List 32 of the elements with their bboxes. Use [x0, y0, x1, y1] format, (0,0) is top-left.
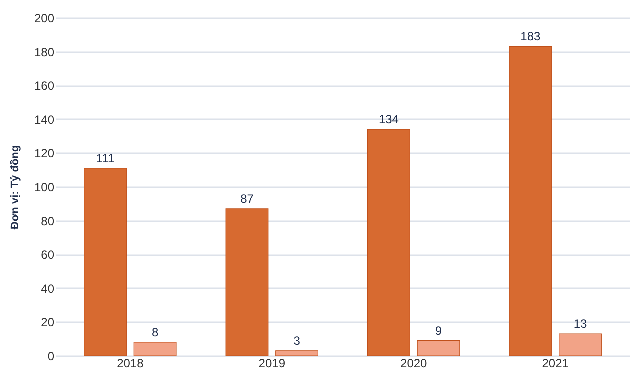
bar: [559, 334, 602, 356]
y-tick-label: 40: [41, 282, 55, 296]
y-axis-title: Đơn vị: Tỷ đồng: [9, 145, 22, 230]
bar: [276, 350, 318, 356]
y-tick-label: 180: [34, 45, 55, 60]
x-tick-label: 2019: [258, 356, 286, 370]
y-tick-label: 120: [34, 146, 55, 161]
y-tick-label: 20: [41, 316, 55, 330]
y-tick-label: 160: [34, 79, 55, 94]
y-tick-label: 140: [34, 112, 55, 127]
y-tick-label: 60: [41, 248, 55, 262]
bar: [84, 168, 127, 356]
data-label: 111: [96, 151, 115, 166]
bar: [417, 340, 460, 356]
data-label: 3: [294, 334, 301, 348]
y-tick-label: 200: [34, 12, 55, 26]
x-tick-label: 2018: [117, 356, 144, 370]
bar: [134, 342, 177, 356]
bar: [509, 46, 552, 356]
data-label: 9: [435, 324, 442, 338]
y-tick-label: 100: [34, 180, 55, 194]
y-tick-label: 0: [48, 350, 55, 364]
bar: [368, 129, 410, 356]
data-label: 183: [520, 30, 542, 44]
x-tick-label: 2020: [400, 356, 428, 370]
y-tick-label: 80: [41, 214, 55, 228]
data-label: 13: [574, 317, 588, 332]
data-label: 8: [152, 325, 159, 340]
data-label: 134: [378, 112, 400, 127]
x-tick-label: 2021: [542, 356, 570, 370]
bar: [226, 208, 269, 356]
data-label: 87: [240, 192, 254, 206]
